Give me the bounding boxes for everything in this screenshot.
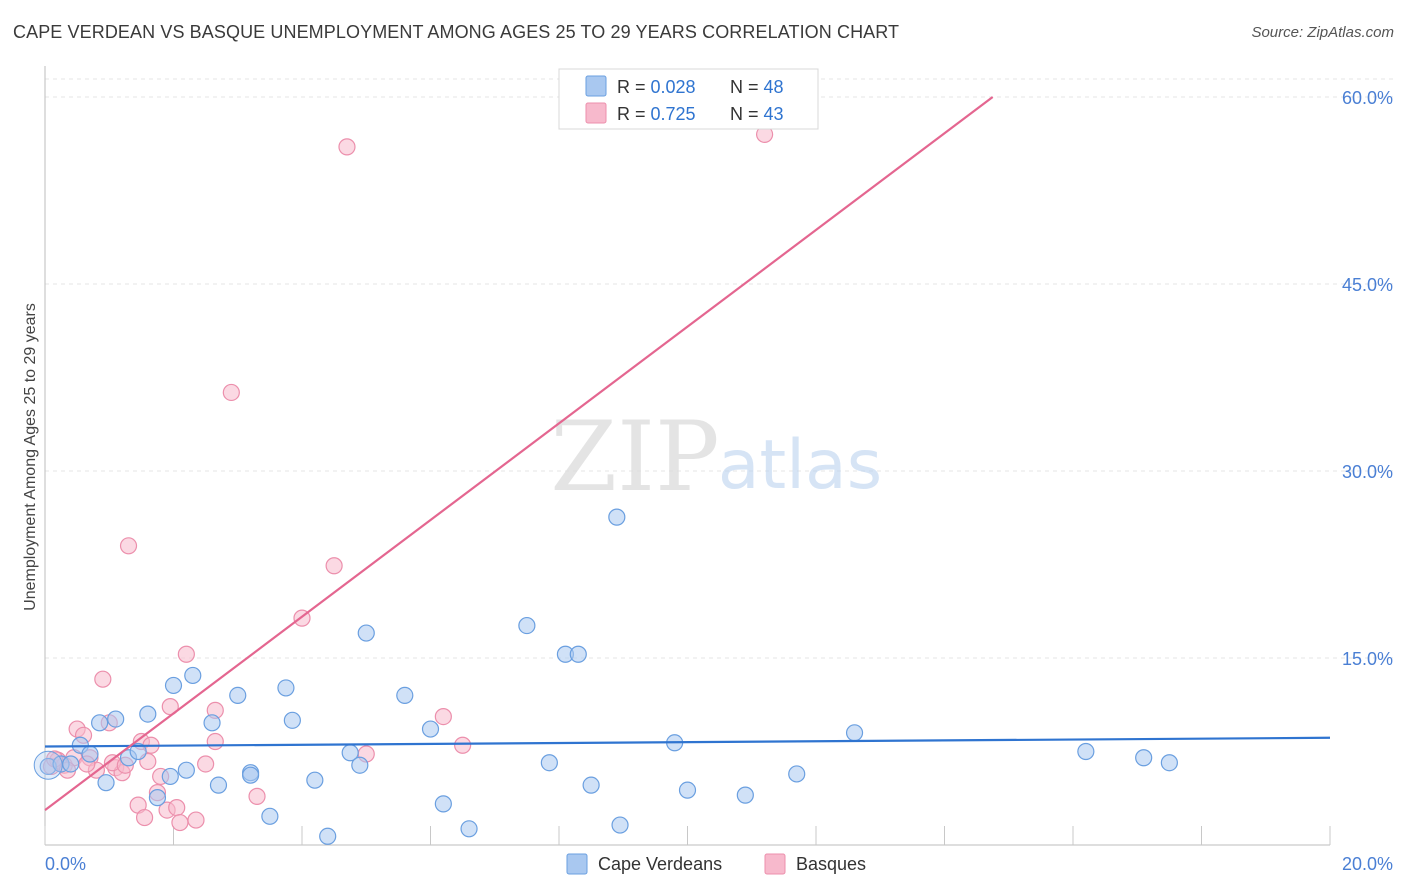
basques-point [135,808,154,827]
cape-verdeans-trend-line [44,736,1331,748]
cape-verdeans-point [277,679,295,697]
basques-point [171,813,189,832]
basques-point [168,798,186,817]
basques-point [454,736,472,754]
chart-title: CAPE VERDEAN VS BASQUE UNEMPLOYMENT AMON… [13,22,900,42]
basques-point [434,707,452,726]
grid-lines [45,78,1395,659]
cape-verdeans-point [845,724,864,742]
basques-point [94,670,112,688]
svg-text:N = 43: N = 43 [730,104,784,124]
basques-point [197,755,215,773]
legend-r-label-1: R = [617,77,651,97]
cape-verdeans-point [229,686,247,705]
legend-swatch-basques [585,102,607,124]
cape-verdeans-point [203,714,221,732]
legend-r-label-2: R = [617,104,651,124]
svg-text:R = 0.725: R = 0.725 [617,104,696,124]
cape-verdeans-point [283,711,301,729]
legend-n-value-1: 48 [764,77,784,97]
cape-verdeans-point [460,820,478,838]
y-tick-label-30: 30.0% [1342,462,1393,482]
cape-verdeans-point [540,754,558,772]
watermark-zip: ZIP [550,401,719,513]
basques-point [206,732,224,751]
legend-n-value-2: 43 [764,104,784,124]
basques-point [119,537,138,555]
svg-text:R = 0.028: R = 0.028 [617,77,696,97]
legend-n-label-1: N = [730,77,764,97]
legend-swatch-cape-verdeans [585,75,607,97]
legend-r-value-2: 0.725 [651,104,696,124]
cape-verdeans-point [611,816,629,834]
cape-verdeans-point [421,720,440,738]
cape-verdeans-point [518,616,536,635]
cape-verdeans-point [608,508,626,526]
trend-lines [44,96,1331,811]
cape-verdeans-point [1135,749,1153,767]
cape-verdeans-point [319,827,337,845]
basques-point [222,383,240,402]
cape-verdeans-point [1160,754,1178,772]
cape-verdeans-point [242,766,260,784]
cape-verdeans-point [582,776,600,794]
x-tick-label-min: 0.0% [45,854,86,874]
cape-verdeans-point [209,776,228,794]
basques-point [248,787,266,805]
cape-verdeans-point [357,624,375,642]
cape-verdeans-point [184,666,202,685]
cape-verdeans-points [33,508,1178,845]
cape-verdeans-point [81,745,99,763]
cape-verdeans-point [139,705,157,723]
y-tick-label-60: 60.0% [1342,88,1393,108]
basques-point [187,811,205,829]
bottom-legend-basques: Basques [796,854,866,874]
axes: 15.0% 30.0% 45.0% 60.0% 0.0% 20.0% [44,66,1393,874]
bottom-swatch-basques [764,853,786,875]
cape-verdeans-point [107,710,125,728]
basques-trend-line [44,96,994,811]
cape-verdeans-cluster-point [33,750,63,780]
cape-verdeans-point [62,755,80,773]
basques-point [177,645,195,663]
source-label: Source: ZipAtlas.com [1251,24,1394,41]
y-tick-label-15: 15.0% [1342,649,1393,669]
legend-r-value-1: 0.028 [651,77,696,97]
cape-verdeans-point [148,789,167,807]
basques-point [325,557,343,575]
cape-verdeans-point [261,807,279,825]
cape-verdeans-point [1077,742,1095,761]
bottom-legend-cape-verdeans: Cape Verdeans [598,854,722,874]
cape-verdeans-point [129,742,147,761]
svg-text:N = 48: N = 48 [730,77,784,97]
series-legend: Cape Verdeans Basques [566,853,866,875]
x-tick-label-max: 20.0% [1342,854,1393,874]
cape-verdeans-point [396,686,414,705]
cape-verdeans-point [351,756,369,774]
cape-verdeans-point [569,645,587,663]
cape-verdeans-point [788,765,806,783]
cape-verdeans-point [97,774,115,792]
cape-verdeans-point [434,795,452,813]
cape-verdeans-point [164,676,183,695]
correlation-legend: R = 0.028 N = 48 R = 0.725 N = 43 [558,68,819,130]
cape-verdeans-point [306,771,324,789]
legend-n-label-2: N = [730,104,764,124]
cape-verdeans-point [177,761,195,779]
basques-point [338,138,356,156]
cape-verdeans-point [678,781,697,799]
bottom-swatch-cape-verdeans [566,853,588,875]
watermark-atlas: atlas [718,426,882,505]
cape-verdeans-point [736,786,754,804]
y-tick-label-45: 45.0% [1342,275,1393,295]
y-axis-label: Unemployment Among Ages 25 to 29 years [22,303,39,611]
cape-verdeans-point [161,767,179,786]
cape-verdeans-point [91,714,109,732]
